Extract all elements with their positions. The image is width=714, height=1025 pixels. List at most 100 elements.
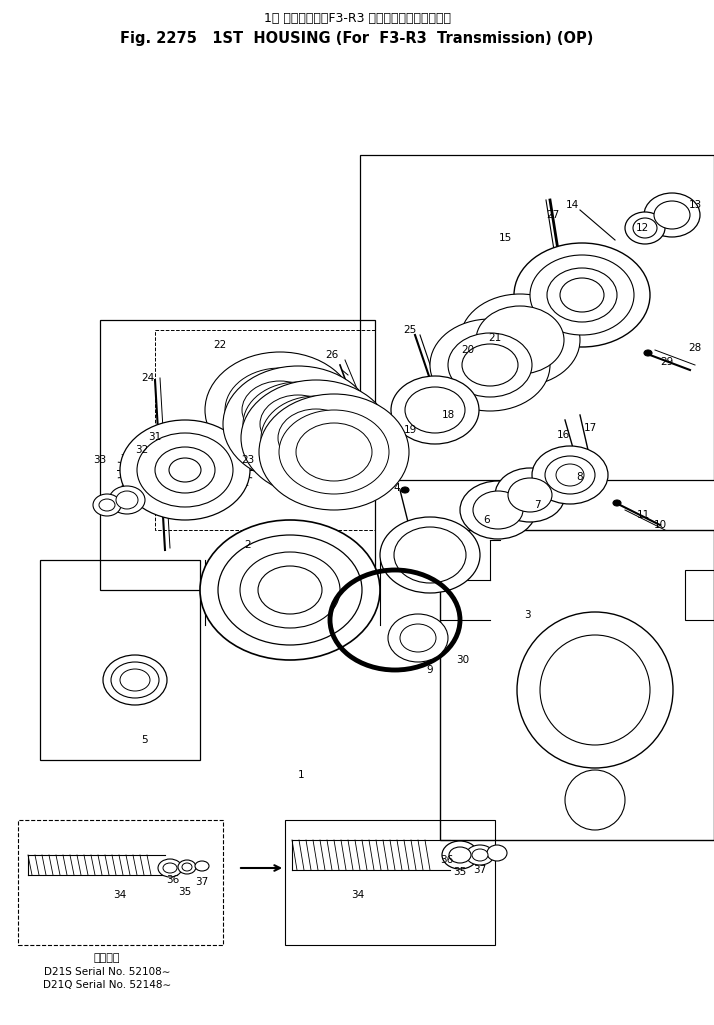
Ellipse shape — [654, 201, 690, 229]
Ellipse shape — [158, 859, 182, 877]
Ellipse shape — [487, 845, 507, 861]
Ellipse shape — [259, 394, 409, 510]
Ellipse shape — [472, 849, 488, 861]
Ellipse shape — [255, 536, 265, 544]
Text: 14: 14 — [565, 200, 578, 210]
Text: 16: 16 — [556, 430, 570, 440]
Ellipse shape — [430, 319, 550, 411]
Ellipse shape — [401, 487, 409, 493]
Ellipse shape — [200, 520, 380, 660]
Ellipse shape — [163, 863, 177, 873]
Ellipse shape — [120, 669, 150, 691]
Ellipse shape — [476, 306, 564, 374]
Ellipse shape — [223, 366, 373, 482]
Text: 31: 31 — [149, 432, 161, 442]
Ellipse shape — [182, 863, 192, 871]
Text: 17: 17 — [583, 423, 597, 433]
Text: 18: 18 — [441, 410, 455, 420]
Text: 30: 30 — [456, 655, 470, 665]
Text: 7: 7 — [533, 500, 540, 510]
Ellipse shape — [460, 481, 536, 539]
Ellipse shape — [195, 861, 209, 871]
Text: 13: 13 — [688, 200, 702, 210]
Ellipse shape — [625, 212, 665, 244]
Ellipse shape — [532, 446, 608, 504]
Ellipse shape — [460, 294, 580, 386]
Ellipse shape — [448, 333, 532, 397]
Ellipse shape — [296, 423, 372, 481]
Ellipse shape — [258, 566, 322, 614]
Text: 6: 6 — [483, 515, 491, 525]
Text: 36: 36 — [441, 855, 453, 865]
Text: 25: 25 — [403, 325, 417, 335]
Text: 適用号機: 適用号機 — [94, 953, 120, 963]
Ellipse shape — [155, 447, 215, 493]
Ellipse shape — [242, 381, 318, 439]
Ellipse shape — [99, 499, 115, 511]
Ellipse shape — [547, 268, 617, 322]
Bar — [18, 820, 223, 945]
Text: Fig. 2275   1ST  HOUSING (For  F3-R3  Transmission) (OP): Fig. 2275 1ST HOUSING (For F3-R3 Transmi… — [121, 31, 593, 45]
Text: 2: 2 — [245, 540, 251, 550]
Ellipse shape — [218, 535, 362, 645]
Text: 37: 37 — [196, 877, 208, 887]
Text: 28: 28 — [688, 343, 702, 353]
Ellipse shape — [405, 387, 465, 433]
Text: 3: 3 — [523, 610, 531, 620]
Text: 32: 32 — [136, 445, 149, 455]
Text: 35: 35 — [178, 887, 191, 897]
Ellipse shape — [613, 500, 621, 506]
Text: 34: 34 — [114, 890, 126, 900]
Ellipse shape — [278, 409, 354, 467]
Ellipse shape — [495, 468, 565, 522]
Ellipse shape — [466, 845, 494, 865]
Text: 29: 29 — [660, 357, 673, 367]
Text: 36: 36 — [166, 875, 180, 885]
Ellipse shape — [120, 420, 250, 520]
Bar — [285, 820, 495, 945]
Ellipse shape — [178, 860, 196, 874]
Text: 11: 11 — [636, 510, 650, 520]
Ellipse shape — [137, 433, 233, 507]
Ellipse shape — [380, 517, 480, 593]
Text: 4: 4 — [393, 483, 401, 493]
Text: D21Q Serial No. 52148∼: D21Q Serial No. 52148∼ — [43, 980, 171, 990]
Ellipse shape — [565, 770, 625, 830]
Ellipse shape — [560, 278, 604, 312]
Text: 37: 37 — [473, 865, 487, 875]
Ellipse shape — [545, 456, 595, 494]
Text: 23: 23 — [241, 455, 255, 465]
Ellipse shape — [388, 614, 448, 662]
Text: 33: 33 — [94, 455, 106, 465]
Text: 10: 10 — [653, 520, 667, 530]
Text: 35: 35 — [453, 867, 467, 877]
Ellipse shape — [517, 612, 673, 768]
Ellipse shape — [400, 624, 436, 652]
Ellipse shape — [449, 847, 471, 863]
Text: 34: 34 — [351, 890, 365, 900]
Ellipse shape — [556, 464, 584, 486]
Text: 15: 15 — [498, 233, 512, 243]
Ellipse shape — [540, 636, 650, 745]
Text: 1速 ハウジング（F3-R3 トランスミッション用）: 1速 ハウジング（F3-R3 トランスミッション用） — [263, 11, 451, 25]
Ellipse shape — [261, 396, 371, 480]
Ellipse shape — [442, 840, 478, 869]
Ellipse shape — [103, 655, 167, 705]
Ellipse shape — [241, 380, 391, 496]
Ellipse shape — [644, 350, 652, 356]
Ellipse shape — [205, 352, 355, 468]
Ellipse shape — [530, 255, 634, 335]
Text: 8: 8 — [577, 472, 583, 482]
Ellipse shape — [279, 410, 389, 494]
Ellipse shape — [394, 527, 466, 583]
Ellipse shape — [109, 486, 145, 514]
Ellipse shape — [240, 552, 340, 628]
Text: 24: 24 — [141, 373, 155, 383]
Ellipse shape — [644, 193, 700, 237]
Ellipse shape — [169, 458, 201, 482]
Text: D21S Serial No. 52108∼: D21S Serial No. 52108∼ — [44, 967, 170, 977]
Ellipse shape — [260, 395, 336, 453]
Text: 9: 9 — [427, 665, 433, 675]
Text: 21: 21 — [488, 333, 502, 343]
Ellipse shape — [111, 662, 159, 698]
